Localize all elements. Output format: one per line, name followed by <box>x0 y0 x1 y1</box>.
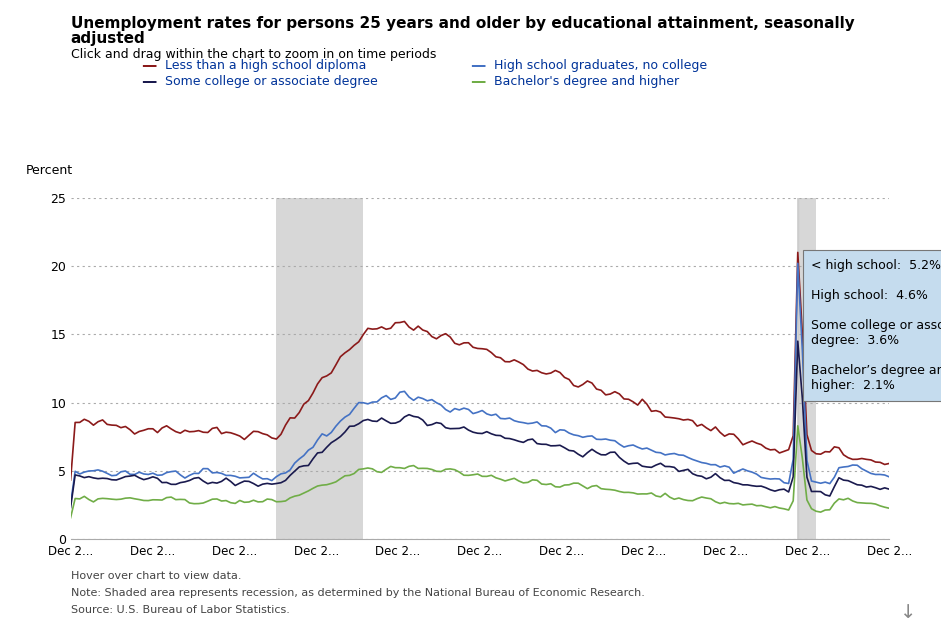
Text: Hover over chart to view data.: Hover over chart to view data. <box>71 571 241 581</box>
Text: Percent: Percent <box>25 165 72 177</box>
Text: < high school:  5.2%

High school:  4.6%

Some college or associate
degree:  3.6: < high school: 5.2% High school: 4.6% So… <box>811 259 941 392</box>
Text: Less than a high school diploma: Less than a high school diploma <box>165 59 366 72</box>
Text: High school graduates, no college: High school graduates, no college <box>494 59 707 72</box>
Text: ↓: ↓ <box>900 603 917 622</box>
Text: Source: U.S. Bureau of Labor Statistics.: Source: U.S. Bureau of Labor Statistics. <box>71 605 290 616</box>
Text: —: — <box>470 74 486 89</box>
Bar <box>798 198 817 539</box>
Text: adjusted: adjusted <box>71 31 145 46</box>
Text: Some college or associate degree: Some college or associate degree <box>165 75 377 88</box>
Text: Bachelor's degree and higher: Bachelor's degree and higher <box>494 75 679 88</box>
Text: —: — <box>141 58 156 73</box>
Bar <box>277 198 363 539</box>
Text: Unemployment rates for persons 25 years and older by educational attainment, sea: Unemployment rates for persons 25 years … <box>71 16 854 31</box>
Text: —: — <box>141 74 156 89</box>
Text: Click and drag within the chart to zoom in on time periods: Click and drag within the chart to zoom … <box>71 48 436 61</box>
Text: Note: Shaded area represents recession, as determined by the National Bureau of : Note: Shaded area represents recession, … <box>71 588 645 598</box>
Text: —: — <box>470 58 486 73</box>
